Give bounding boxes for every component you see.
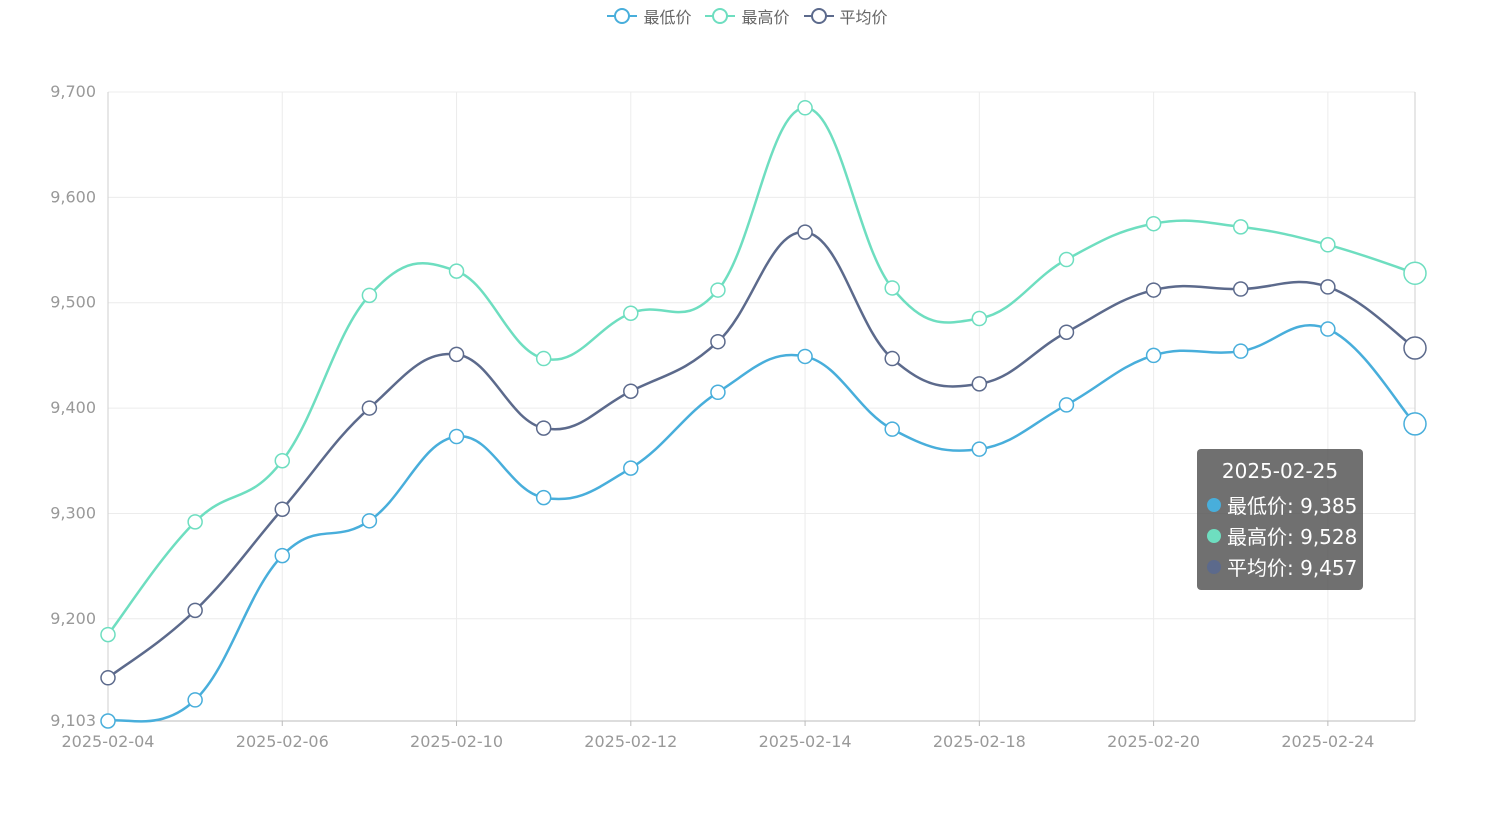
data-point-high: [1320, 237, 1336, 253]
y-tick-label: 9,300: [50, 503, 96, 522]
tooltip-row-avg: 平均价: 9,457: [1207, 551, 1363, 582]
data-point-low: [274, 547, 291, 564]
data-point-high: [971, 310, 988, 327]
data-point-avg: [274, 501, 291, 517]
y-tick-label: 9,600: [50, 187, 96, 206]
legend-item-high[interactable]: 最高价: [705, 4, 790, 28]
x-tick-label: 2025-02-10: [410, 732, 503, 751]
data-point-avg: [187, 602, 203, 619]
data-point-low: [535, 489, 552, 506]
series-line-avg: [107, 230, 1416, 679]
y-tick-label: 9,500: [50, 293, 96, 312]
legend-high-icon: [705, 8, 736, 24]
data-point-high: [535, 350, 552, 367]
data-point-avg: [448, 346, 465, 363]
data-point-high: [710, 282, 726, 298]
legend-item-low[interactable]: 最低价: [607, 4, 691, 28]
data-point-high: [100, 626, 116, 643]
data-point-avg: [1058, 324, 1075, 340]
data-point-avg: [1232, 281, 1249, 297]
data-point-low: [187, 692, 203, 708]
tooltip-dot-high: [1207, 528, 1221, 543]
legend-avg-icon: [803, 8, 834, 24]
data-point-high: [274, 453, 291, 469]
data-point-low: [1320, 321, 1336, 337]
legend-label-low: 最低价: [643, 8, 692, 27]
x-tick-label: 2025-02-24: [1281, 732, 1374, 751]
data-point-high: [448, 263, 465, 279]
data-point-low: [1145, 347, 1162, 364]
tooltip-title: 2025-02-25: [1221, 459, 1339, 483]
x-tick-label: 2025-02-18: [933, 732, 1026, 751]
x-tick-label: 2025-02-04: [62, 732, 155, 751]
data-point-low: [448, 428, 465, 445]
y-tick-label: 9,200: [50, 609, 96, 628]
data-point-high: [361, 287, 378, 304]
data-point-high: [1232, 219, 1249, 235]
tooltip-text-high: 最高价: 9,528: [1227, 525, 1358, 549]
data-point-low: [797, 348, 813, 365]
legend-item-avg[interactable]: 平均价: [803, 4, 888, 28]
x-tick-label: 2025-02-06: [236, 732, 329, 751]
y-tick-label: 9,103: [50, 711, 96, 730]
data-point-avg: [710, 333, 726, 350]
legend: 最低价 最高价 平均价: [0, 4, 1495, 28]
y-tick-label: 9,400: [50, 398, 96, 417]
y-tick-label: 9,700: [50, 82, 96, 101]
data-point-low: [361, 513, 378, 529]
data-point-low: [971, 441, 988, 457]
data-point-low: [1058, 397, 1075, 413]
data-point-avg: [100, 670, 116, 686]
x-tick-label: 2025-02-20: [1107, 732, 1200, 751]
data-point-avg: [1145, 282, 1162, 298]
data-point-avg: [797, 224, 813, 240]
tooltip-text-low: 最低价: 9,385: [1227, 494, 1358, 518]
data-point-low: [884, 421, 900, 437]
series-line-low: [107, 324, 1416, 723]
data-point-high: [1403, 261, 1427, 285]
data-point-high: [797, 100, 813, 116]
data-point-low: [710, 384, 726, 401]
legend-label-high: 最高价: [741, 8, 790, 27]
data-point-high: [187, 514, 203, 530]
data-point-avg: [884, 350, 900, 367]
tooltip: 2025-02-25 最低价: 9,385 最高价: 9,528 平均价: 9,…: [1197, 449, 1363, 590]
legend-label-avg: 平均价: [839, 8, 888, 27]
data-point-avg: [535, 420, 552, 436]
data-point-high: [1058, 251, 1075, 268]
x-tick-label: 2025-02-12: [584, 732, 677, 751]
data-point-avg: [623, 383, 639, 399]
data-point-low: [100, 713, 116, 729]
tooltip-row-low: 最低价: 9,385: [1207, 489, 1363, 520]
legend-low-icon: [607, 8, 638, 24]
data-point-high: [1145, 215, 1162, 232]
tooltip-text-avg: 平均价: 9,457: [1227, 556, 1358, 580]
tooltip-row-high: 最高价: 9,528: [1207, 520, 1363, 551]
data-point-avg: [1320, 279, 1336, 295]
data-point-high: [623, 305, 639, 322]
data-point-low: [1403, 412, 1427, 436]
tooltip-dot-low: [1207, 497, 1221, 512]
data-point-low: [1232, 343, 1249, 359]
data-point-avg: [971, 376, 988, 392]
x-tick-label: 2025-02-14: [759, 732, 852, 751]
data-point-low: [623, 460, 639, 476]
data-point-avg: [1403, 336, 1427, 360]
data-point-high: [884, 280, 900, 296]
tooltip-dot-avg: [1207, 559, 1221, 574]
data-point-avg: [361, 400, 378, 416]
